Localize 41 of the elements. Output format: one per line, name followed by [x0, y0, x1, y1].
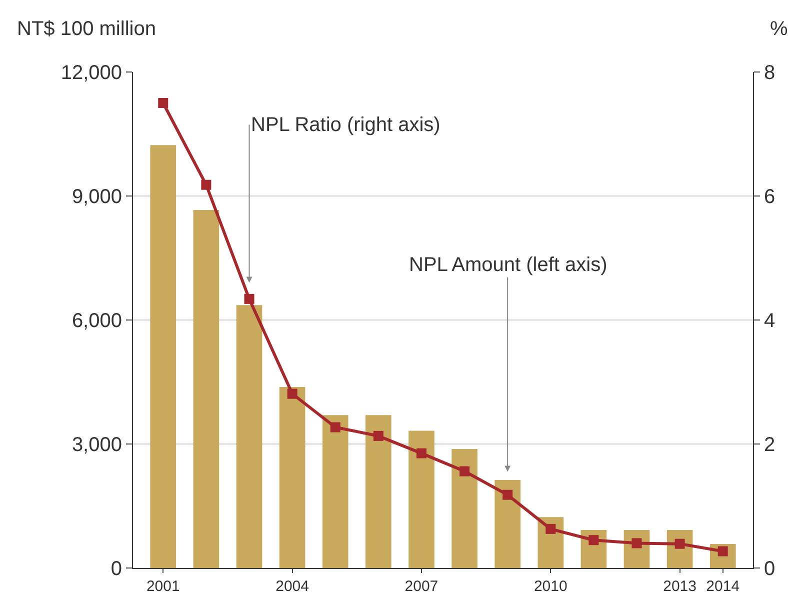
x-tick-label: 2014 [706, 578, 740, 595]
y-tick-label: 0 [110, 558, 122, 580]
annotation: NPL Amount (left axis) [409, 254, 608, 276]
y-tick-label: 3,000 [72, 434, 122, 456]
y-tick-label: 12,000 [60, 62, 122, 84]
x-tick-label: 2010 [534, 578, 568, 595]
point [287, 388, 298, 399]
bar [279, 386, 306, 568]
bar [494, 480, 520, 568]
bar [452, 448, 478, 568]
x-tick-label: 2001 [146, 578, 180, 595]
point [201, 180, 212, 190]
x-tick-label: 2007 [404, 578, 438, 595]
point [546, 524, 556, 534]
point [330, 422, 340, 432]
point [632, 538, 642, 548]
x-tick-label: 2004 [276, 578, 309, 595]
point [244, 294, 254, 304]
bar [150, 145, 176, 568]
y-tick-label: 6,000 [72, 310, 122, 332]
y2-tick-label: 6 [764, 186, 776, 208]
y2-tick-label: 8 [764, 62, 776, 84]
y2-tick-label: 2 [764, 434, 776, 456]
y-axis-title: NT$ 100 million [17, 18, 156, 40]
bar [193, 210, 220, 568]
bar [408, 430, 434, 568]
x-tick-label: 2013 [663, 578, 696, 595]
point [158, 98, 168, 108]
point [460, 466, 470, 476]
point [373, 430, 384, 441]
y-tick-label: 9,000 [72, 186, 122, 208]
bar [322, 415, 348, 568]
y2-axis-title: % [770, 18, 788, 40]
annotation: NPL Ratio (right axis) [251, 114, 440, 136]
point [502, 490, 513, 500]
point [588, 535, 599, 546]
point [416, 448, 426, 458]
y2-tick-label: 0 [764, 558, 776, 580]
y2-tick-label: 4 [764, 310, 776, 332]
bar [366, 415, 392, 568]
bar [236, 305, 262, 568]
